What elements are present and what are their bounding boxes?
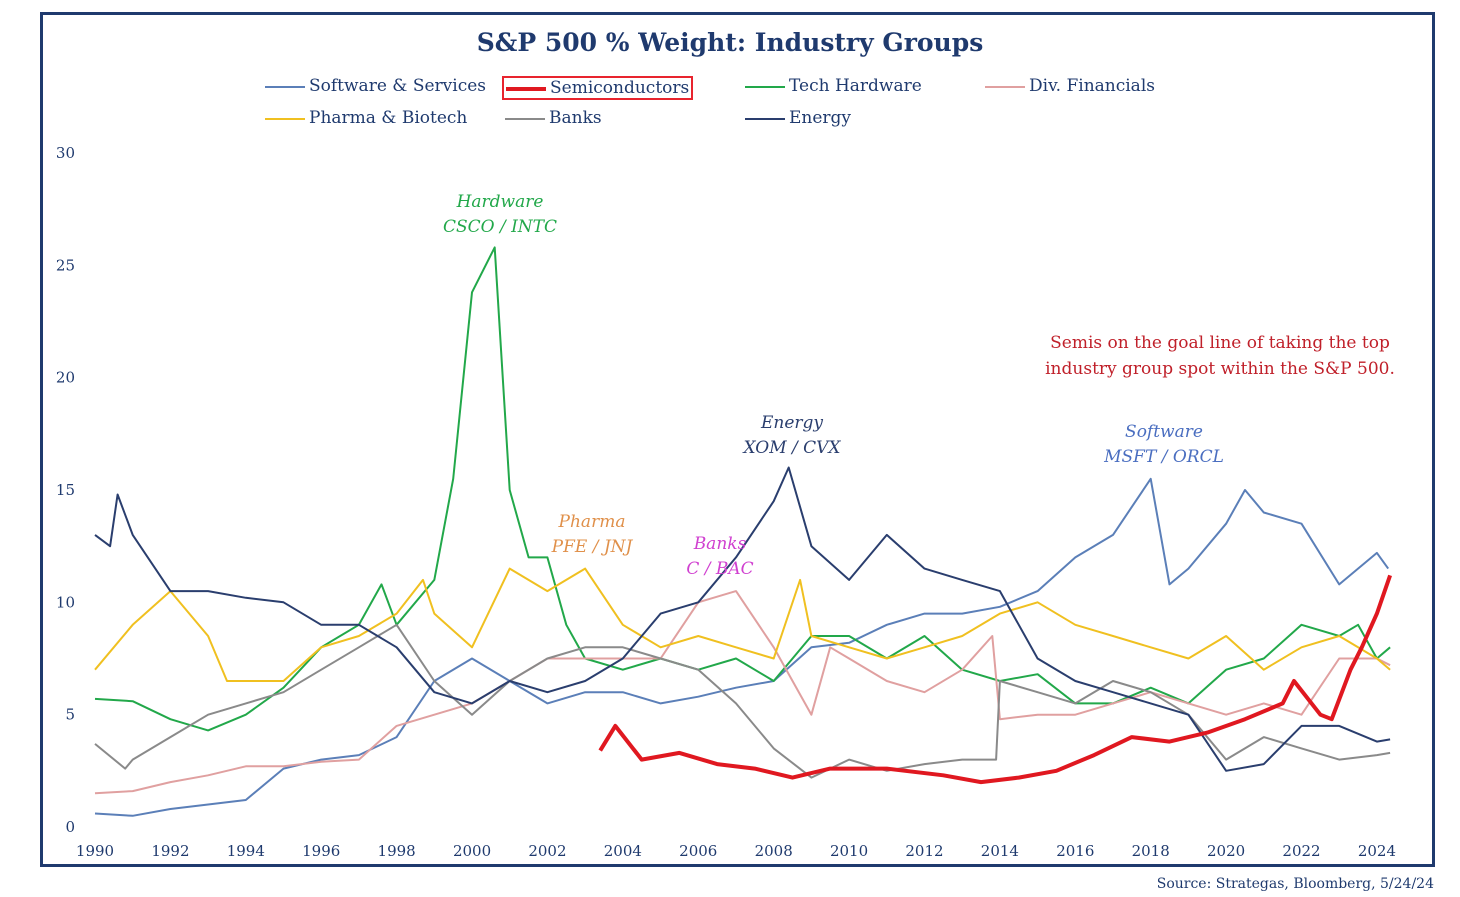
x-tick-label: 2000 — [453, 842, 491, 860]
legend-item-semiconductors: Semiconductors — [502, 76, 694, 100]
x-tick-label: 2008 — [755, 842, 793, 860]
annotation-hardware: Hardware CSCO / INTC — [420, 190, 580, 240]
annotation-banks: Banks C / BAC — [640, 532, 800, 582]
legend-item-banks: Banks — [505, 108, 602, 128]
x-tick-label: 1998 — [378, 842, 416, 860]
y-tick-label: 0 — [65, 818, 75, 836]
annotation-software-line2: MSFT / ORCL — [1104, 447, 1224, 467]
series-line-software-services — [94, 477, 1390, 817]
legend-label: Energy — [789, 108, 852, 128]
legend-item-energy: Energy — [745, 108, 851, 128]
annotation-banks-line2: C / BAC — [686, 559, 754, 579]
legend-item-tech-hardware: Tech Hardware — [745, 76, 922, 96]
series-line-div-financials — [94, 590, 1391, 795]
x-tick-label: 2024 — [1358, 842, 1396, 860]
x-tick-label: 2022 — [1282, 842, 1320, 860]
annotation-pharma-line1: Pharma — [558, 512, 626, 532]
legend-swatch — [745, 117, 785, 120]
x-tick-label: 1992 — [151, 842, 189, 860]
x-tick-label: 1990 — [76, 842, 114, 860]
annotation-pharma: Pharma PFE / JNJ — [512, 510, 672, 560]
legend-label: Semiconductors — [550, 78, 690, 98]
x-tick-label: 1994 — [227, 842, 265, 860]
x-tick-label: 2014 — [981, 842, 1019, 860]
annotation-energy-line2: XOM / CVX — [743, 438, 841, 458]
series-line-tech-hardware — [94, 246, 1391, 732]
y-tick-label: 20 — [56, 369, 75, 387]
legend-item-software-services: Software & Services — [265, 76, 486, 96]
legend-item-div-financials: Div. Financials — [985, 76, 1155, 96]
chart-title: S&P 500 % Weight: Industry Groups — [476, 28, 984, 57]
legend-swatch — [265, 117, 305, 120]
legend-swatch — [745, 85, 785, 88]
annotation-software: Software MSFT / ORCL — [1084, 420, 1244, 470]
y-tick-label: 5 — [65, 706, 75, 724]
y-tick-label: 15 — [56, 481, 75, 499]
x-tick-label: 2016 — [1056, 842, 1094, 860]
x-tick-label: 2004 — [604, 842, 642, 860]
legend-label: Div. Financials — [1029, 76, 1155, 96]
callout-line2: industry group spot within the S&P 500. — [1045, 359, 1395, 379]
callout-semis: Semis on the goal line of taking the top… — [1030, 330, 1410, 382]
legend-swatch — [505, 117, 545, 120]
legend-swatch — [265, 85, 305, 88]
legend-swatch — [506, 86, 546, 91]
annotation-hardware-line2: CSCO / INTC — [442, 217, 558, 237]
annotation-energy-line1: Energy — [760, 413, 824, 433]
x-tick-label: 2018 — [1132, 842, 1170, 860]
annotation-banks-line1: Banks — [693, 534, 747, 554]
legend-item-pharma-biotech: Pharma & Biotech — [265, 108, 467, 128]
x-tick-label: 2020 — [1207, 842, 1245, 860]
source-note: Source: Strategas, Bloomberg, 5/24/24 — [1156, 876, 1434, 892]
x-tick-label: 2012 — [905, 842, 943, 860]
annotation-energy: Energy XOM / CVX — [712, 411, 872, 461]
annotation-software-line1: Software — [1125, 422, 1203, 442]
y-tick-label: 10 — [56, 593, 75, 611]
x-tick-label: 2002 — [528, 842, 566, 860]
y-tick-label: 25 — [56, 256, 75, 274]
y-tick-label: 30 — [56, 144, 75, 162]
chart-frame — [40, 12, 1435, 867]
x-tick-label: 2006 — [679, 842, 717, 860]
series-line-pharma-biotech — [94, 567, 1391, 682]
annotation-hardware-line1: Hardware — [456, 192, 544, 212]
x-tick-label: 2010 — [830, 842, 868, 860]
callout-line1: Semis on the goal line of taking the top — [1050, 333, 1390, 353]
legend-label: Tech Hardware — [789, 76, 922, 96]
series-line-energy — [94, 466, 1391, 772]
annotation-pharma-line2: PFE / JNJ — [551, 537, 633, 557]
legend-label: Banks — [549, 108, 602, 128]
legend-label: Pharma & Biotech — [309, 108, 468, 128]
series-line-semiconductors — [598, 574, 1392, 785]
x-tick-label: 1996 — [302, 842, 340, 860]
legend-swatch — [985, 85, 1025, 88]
series-line-banks — [94, 623, 1391, 779]
legend-label: Software & Services — [309, 76, 486, 96]
